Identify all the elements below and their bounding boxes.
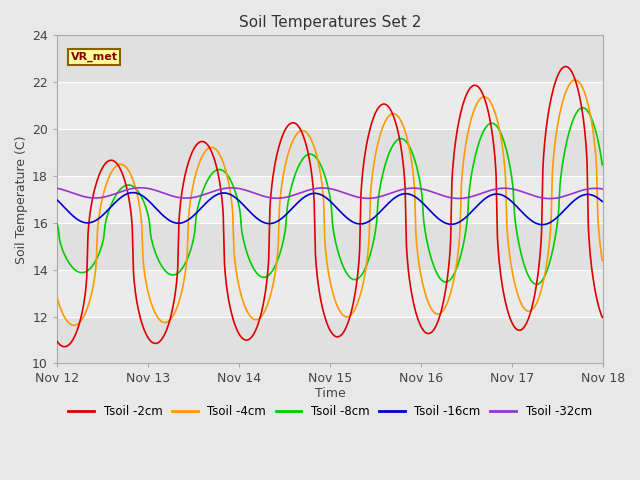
Bar [57,316,603,363]
Bar [57,270,603,316]
Bar [57,82,603,129]
Bar [57,129,603,176]
Text: VR_met: VR_met [70,52,118,62]
Bar [57,223,603,270]
Legend: Tsoil -2cm, Tsoil -4cm, Tsoil -8cm, Tsoil -16cm, Tsoil -32cm: Tsoil -2cm, Tsoil -4cm, Tsoil -8cm, Tsoi… [63,401,596,423]
Y-axis label: Soil Temperature (C): Soil Temperature (C) [15,135,28,264]
Bar [57,176,603,223]
Title: Soil Temperatures Set 2: Soil Temperatures Set 2 [239,15,421,30]
Bar [57,36,603,82]
X-axis label: Time: Time [315,387,346,400]
